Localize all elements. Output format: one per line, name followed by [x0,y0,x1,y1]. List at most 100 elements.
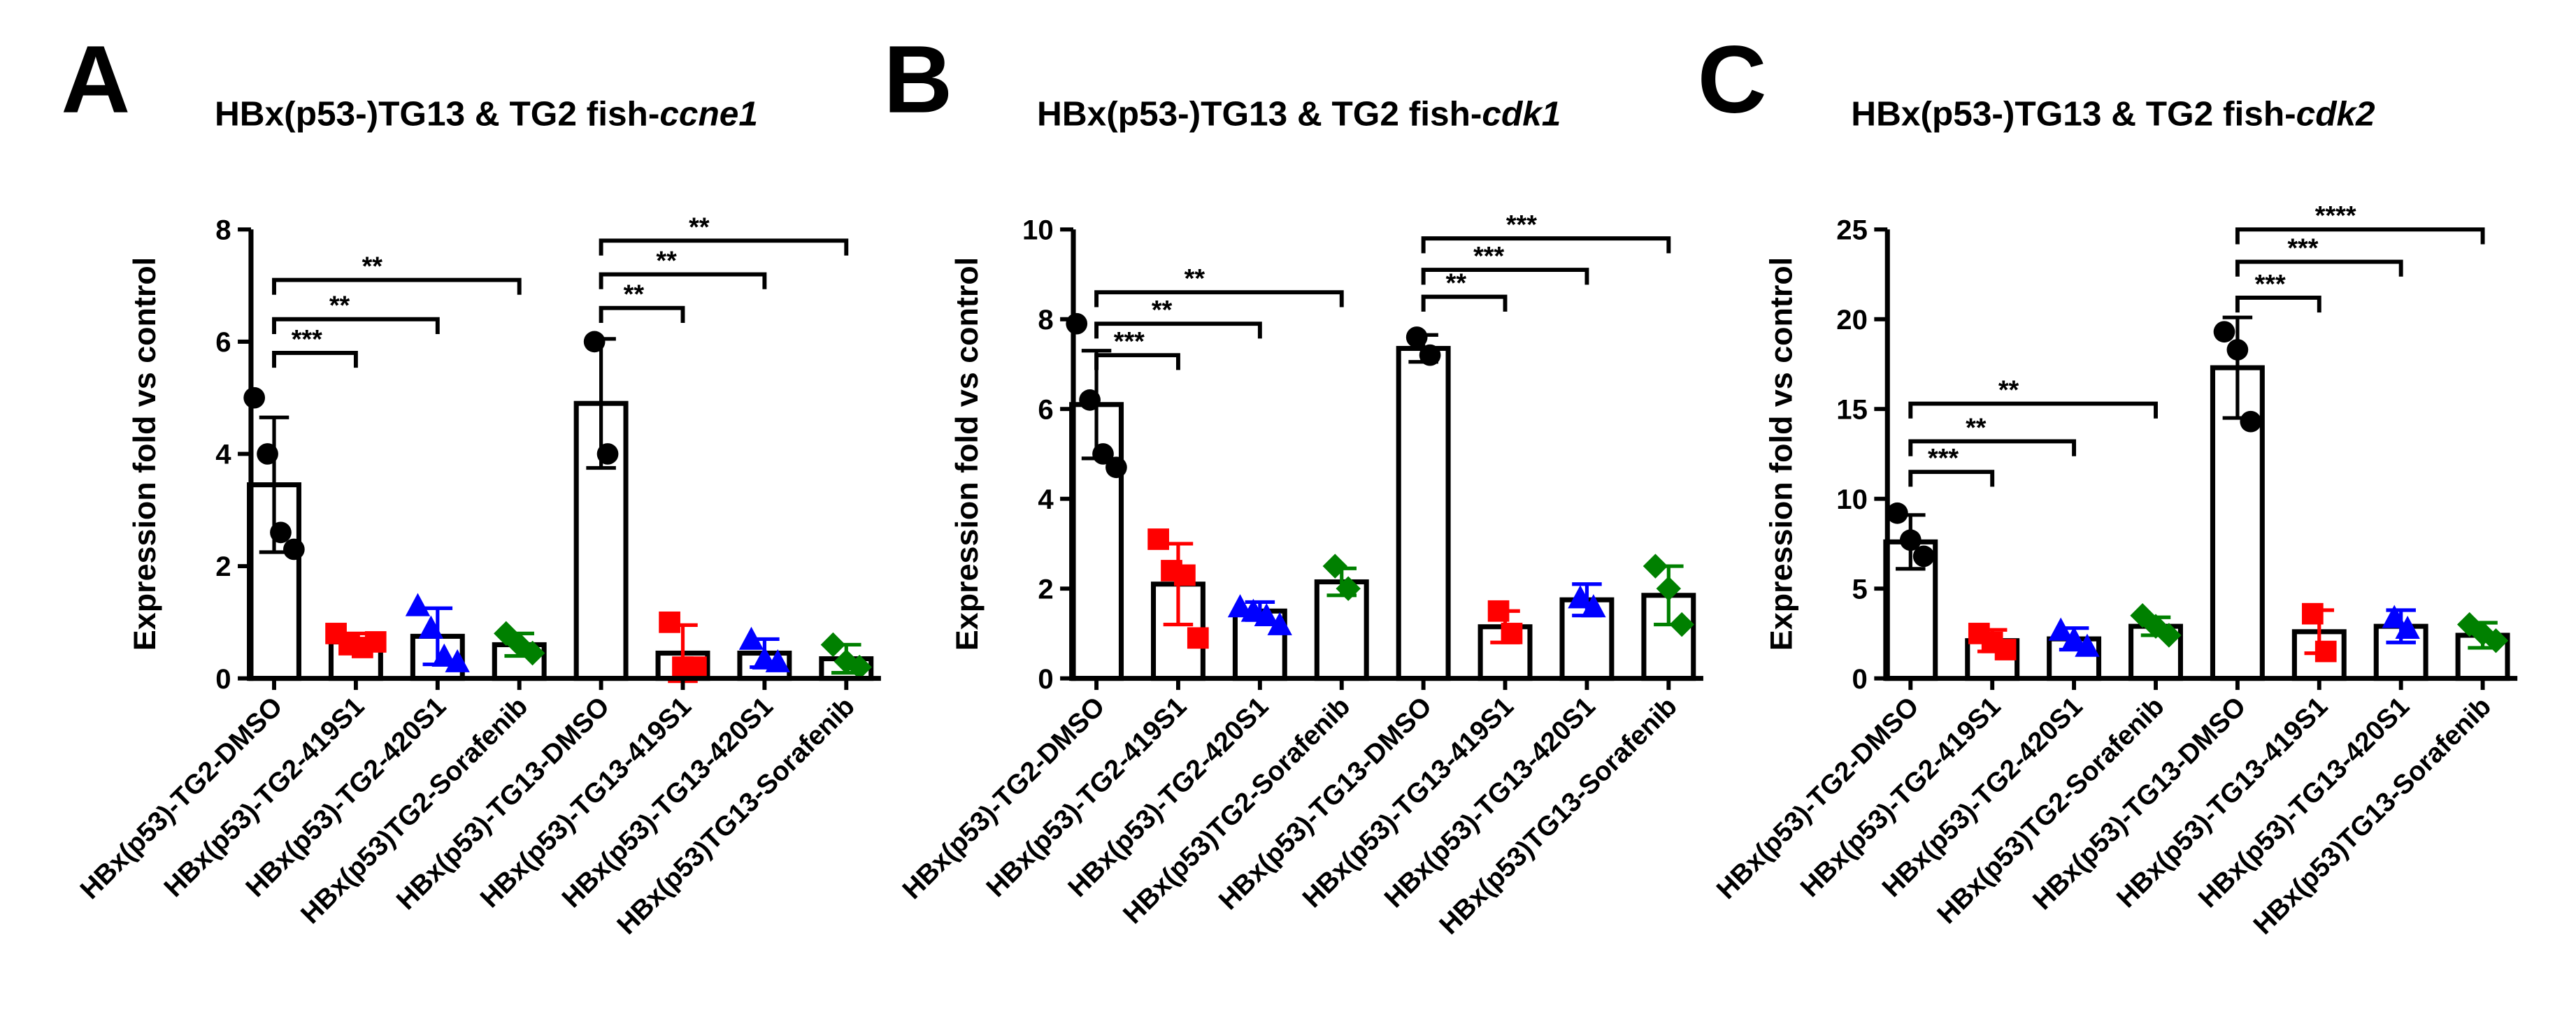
panel: C HBx(p53-)TG13 & TG2 fish-cdk2 Expression… [1698,27,2518,940]
data-point [583,331,606,353]
panel-letter: B [883,27,952,133]
y-axis-label: Expression fold vs control [949,257,985,651]
y-tick-label: 6 [215,326,231,358]
data-point [2395,615,2420,640]
data-point [257,443,278,465]
y-tick-label: 25 [1836,214,1868,245]
significance-bracket [272,317,440,335]
data-point [1187,627,1209,649]
data-point [1240,598,1266,622]
data-point [2301,602,2324,625]
panel-letter: C [1698,27,1767,133]
significance-label: ** [329,291,350,321]
data-point [765,649,790,672]
significance-bracket [1908,470,1995,487]
significance-label: ** [1998,375,2019,405]
significance-label: *** [1473,242,1504,271]
data-point [2240,410,2262,433]
data-point [1568,585,1593,609]
significance-bracket [1908,439,2077,456]
panel: A HBx(p53-)TG13 & TG2 fish-ccne1 Expressio… [61,27,881,940]
y-tick-label: 8 [1038,304,1053,335]
significance-label: *** [1114,327,1145,356]
y-tick-label: 2 [215,551,231,582]
panel-letter: A [61,27,130,133]
y-axis-label: Expression fold vs control [127,257,162,651]
significance-bracket [1094,321,1262,339]
data-point [1092,443,1114,465]
data-point [1066,312,1088,335]
bar [1396,345,1451,681]
significance-bracket [2235,259,2403,277]
data-point [1581,594,1606,618]
significance-bracket [1421,294,1508,312]
y-tick-label: 0 [1038,663,1053,695]
y-tick-label: 10 [1022,214,1054,245]
data-point [2382,605,2407,628]
y-tick-label: 20 [1836,304,1868,335]
significance-label: ** [1966,413,1987,442]
data-point [2156,623,2182,648]
significance-bracket [1094,290,1344,308]
panel: B HBx(p53-)TG13 & TG2 fish-cdk1 Expression… [883,27,1703,940]
y-tick-label: 4 [1038,484,1054,515]
data-point [1322,554,1348,579]
data-point [1899,529,1922,551]
data-point [1643,554,1668,579]
data-point [2075,633,2100,657]
data-point [738,626,764,650]
significance-label: ** [362,252,383,281]
significance-label: ** [1152,296,1173,325]
significance-label: *** [1928,444,1959,473]
significance-label: ** [1185,264,1205,294]
significance-bracket [599,272,767,289]
significance-label: ** [624,280,645,310]
data-point [596,443,619,465]
significance-bracket [272,350,358,368]
data-point [1912,545,1935,568]
title-gene: cdk1 [1482,94,1561,133]
data-point [1174,564,1196,586]
significance-bracket [1421,268,1589,285]
data-point [1254,602,1280,627]
title-gene: ccne1 [659,94,758,133]
y-tick-label: 2 [1038,573,1053,605]
data-point [1405,326,1428,348]
data-point [405,593,431,616]
y-tick-label: 0 [1852,663,1868,695]
data-point [820,632,846,658]
data-point [1105,456,1127,479]
data-point [1887,502,1908,524]
title-gene: cdk2 [2296,94,2375,133]
y-tick-label: 0 [215,663,231,695]
data-point [2226,339,2249,361]
y-tick-label: 4 [215,439,231,470]
y-tick-label: 15 [1836,393,1868,425]
data-point [1501,623,1523,644]
data-point [270,521,292,544]
data-point [418,615,444,639]
significance-label: *** [2255,270,2286,299]
data-point [1267,612,1292,635]
y-tick-label: 8 [215,214,231,245]
significance-label: *** [1506,210,1537,240]
data-point [1227,594,1253,618]
data-point [520,640,545,666]
data-point [445,649,470,672]
data-point [685,656,707,678]
significance-bracket [599,238,849,256]
significance-bracket [2235,227,2485,245]
data-point [659,611,680,633]
significance-bracket [2235,295,2321,313]
significance-bracket [272,277,522,295]
chart-title: HBx(p53-)TG13 & TG2 fish-cdk1 [1037,94,1561,133]
data-point [243,386,266,409]
data-point [1994,639,2017,660]
significance-bracket [1421,236,1671,254]
data-point [1147,528,1169,550]
y-tick-label: 6 [1038,393,1053,425]
significance-bracket [599,305,685,323]
title-text: HBx(p53-)TG13 & TG2 fish- [1851,94,2296,133]
y-tick-label: 5 [1852,573,1868,605]
